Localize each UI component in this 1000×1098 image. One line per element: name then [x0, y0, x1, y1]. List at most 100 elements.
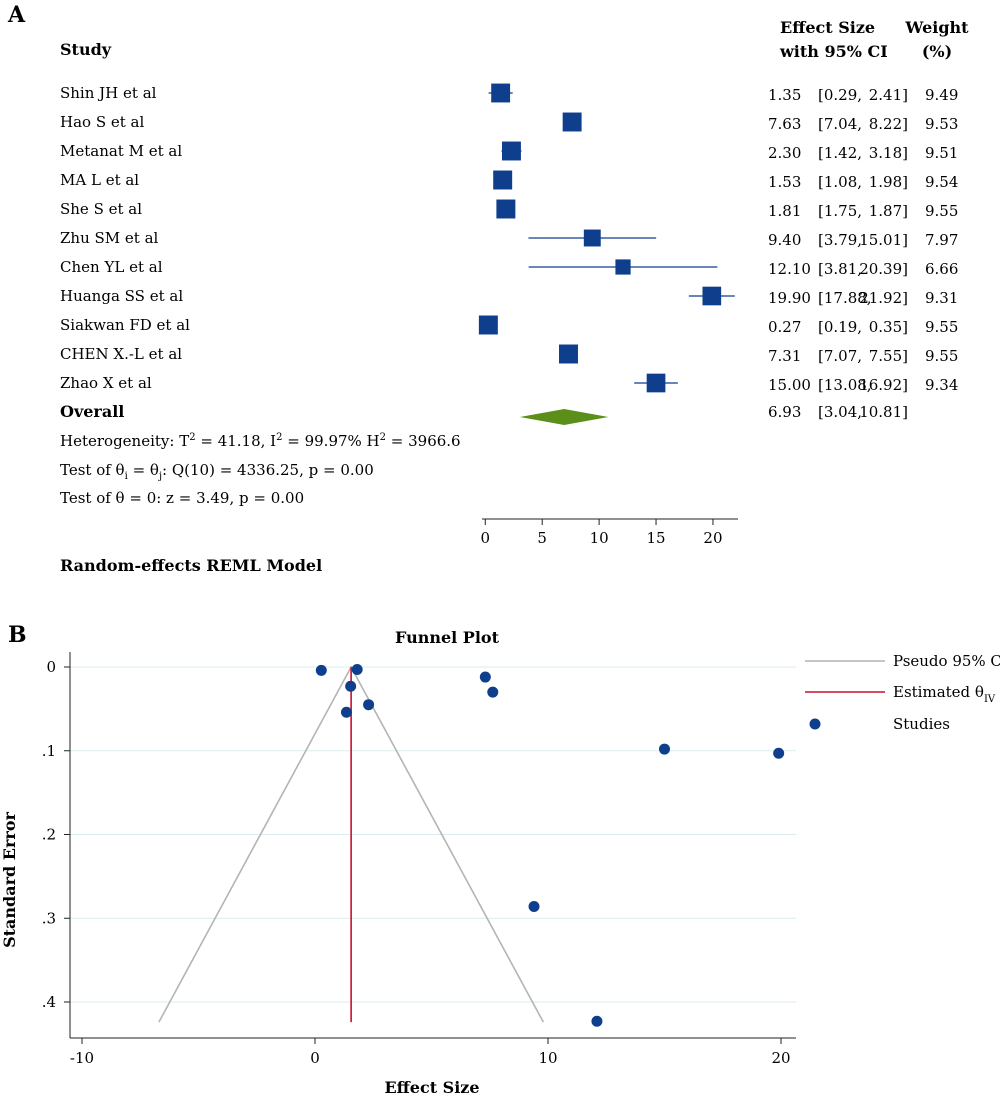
- test-theta-text: Test of θ = 0: z = 3.49, p = 0.00: [60, 489, 304, 507]
- study-marker: [478, 315, 498, 335]
- y-tick-label: .3: [42, 909, 56, 927]
- study-weight: 9.55: [925, 318, 958, 336]
- study-effect-size: 15.00: [768, 376, 811, 394]
- study-point: [591, 1015, 603, 1027]
- study-row: Siakwan FD et al 0.27 [0.19, 0.35] 9.55: [60, 316, 958, 336]
- study-weight: 6.66: [925, 260, 958, 278]
- study-ci-high: 7.55]: [869, 347, 908, 365]
- test-homogeneity-text: Test of θi = θj: Q(10) = 4336.25, p = 0.…: [60, 461, 374, 482]
- study-name: MA L et al: [60, 171, 139, 189]
- study-effect-size: 1.53: [768, 173, 801, 191]
- study-point: [340, 706, 352, 718]
- study-effect-size: 19.90: [768, 289, 811, 307]
- y-tick-label: 0: [46, 658, 56, 676]
- x-tick-label: 20: [771, 1049, 790, 1067]
- funnel-points: [315, 664, 785, 1027]
- y-tick-label: .4: [42, 993, 56, 1011]
- study-ci-high: 1.98]: [869, 173, 908, 191]
- study-row: Shin JH et al 1.35 [0.29, 2.41] 9.49: [60, 84, 958, 104]
- study-point: [487, 686, 499, 698]
- y-tick-label: .2: [42, 826, 56, 844]
- study-marker: [491, 83, 511, 103]
- forest-ticks: 0 5 10 15 20: [481, 519, 723, 547]
- heterogeneity-text: Heterogeneity: T2 = 41.18, I2 = 99.97% H…: [60, 432, 461, 450]
- forest-tick-label: 20: [703, 529, 722, 547]
- legend-estimate-label: Estimated θIV: [893, 683, 996, 705]
- panel-label-b: B: [8, 622, 27, 648]
- study-point: [345, 680, 357, 692]
- header-weight-pct: (%): [922, 42, 952, 61]
- study-marker: [583, 229, 601, 247]
- study-point: [479, 671, 491, 683]
- study-name: Shin JH et al: [60, 84, 157, 102]
- study-ci-high: 21.92]: [859, 289, 908, 307]
- study-name: She S et al: [60, 200, 142, 218]
- study-marker: [496, 199, 516, 219]
- study-effect-size: 2.30: [768, 144, 801, 162]
- forest-tick-label: 0: [481, 529, 491, 547]
- study-marker: [502, 141, 521, 161]
- study-name: CHEN X.-L et al: [60, 345, 182, 363]
- study-ci-low: [3.81,: [818, 260, 862, 278]
- forest-tick-label: 5: [537, 529, 547, 547]
- study-point: [363, 699, 375, 711]
- study-name: Zhu SM et al: [60, 229, 159, 247]
- model-label: Random-effects REML Model: [60, 556, 322, 575]
- forest-tick-label: 10: [590, 529, 609, 547]
- legend-ci-label: Pseudo 95% CI: [893, 652, 1000, 670]
- study-name: Metanat M et al: [60, 142, 182, 160]
- header-effect-size: Effect Size: [780, 18, 875, 37]
- study-row: Metanat M et al 2.30 [1.42, 3.18] 9.51: [60, 142, 958, 162]
- study-ci-low: [3.79,: [818, 231, 862, 249]
- study-weight: 9.49: [925, 86, 958, 104]
- study-point: [528, 901, 540, 913]
- study-ci-high: 3.18]: [869, 144, 908, 162]
- overall-effect-size: 6.93: [768, 403, 801, 421]
- study-ci-low: [0.29,: [818, 86, 862, 104]
- study-effect-size: 1.81: [768, 202, 801, 220]
- study-weight: 9.55: [925, 202, 958, 220]
- overall-label: Overall: [60, 402, 124, 421]
- study-ci-high: 0.35]: [869, 318, 908, 336]
- study-effect-size: 7.63: [768, 115, 801, 133]
- funnel-title: Funnel Plot: [395, 628, 500, 647]
- study-ci-high: 20.39]: [859, 260, 908, 278]
- study-row: Hao S et al 7.63 [7.04, 8.22] 9.53: [60, 113, 958, 133]
- study-point: [773, 747, 785, 759]
- study-ci-low: [17.88,: [818, 289, 872, 307]
- header-study: Study: [60, 40, 112, 59]
- overall-ci-low: [3.04,: [818, 403, 862, 421]
- legend-studies-swatch: [809, 718, 821, 730]
- study-weight: 9.54: [925, 173, 958, 191]
- study-row: CHEN X.-L et al 7.31 [7.07, 7.55] 9.55: [60, 345, 958, 365]
- study-ci-high: 8.22]: [869, 115, 908, 133]
- header-ci: with 95% CI: [779, 42, 888, 61]
- study-weight: 7.97: [925, 231, 958, 249]
- y-tick-label: .1: [42, 742, 56, 760]
- study-marker: [493, 170, 513, 190]
- study-ci-high: 1.87]: [869, 202, 908, 220]
- study-marker: [615, 259, 631, 275]
- legend-studies-label: Studies: [893, 715, 950, 733]
- study-name: Chen YL et al: [60, 258, 163, 276]
- study-ci-low: [0.19,: [818, 318, 862, 336]
- study-ci-low: [13.08,: [818, 376, 872, 394]
- study-weight: 9.55: [925, 347, 958, 365]
- study-name: Zhao X et al: [60, 374, 152, 392]
- study-ci-high: 16.92]: [859, 376, 908, 394]
- study-row: Zhu SM et al 9.40 [3.79,15.01] 7.97: [60, 229, 958, 249]
- funnel-y-label: Standard Error: [0, 812, 19, 948]
- study-ci-low: [7.04,: [818, 115, 862, 133]
- study-ci-high: 15.01]: [859, 231, 908, 249]
- study-ci-high: 2.41]: [869, 86, 908, 104]
- study-effect-size: 7.31: [768, 347, 801, 365]
- study-name: Siakwan FD et al: [60, 316, 190, 334]
- overall-diamond: [519, 409, 609, 425]
- funnel-ticks: 0 .1 .2 .3 .4 -10 0 10 20: [42, 658, 791, 1067]
- forest-tick-label: 15: [646, 529, 665, 547]
- study-weight: 9.53: [925, 115, 958, 133]
- study-ci-low: [7.07,: [818, 347, 862, 365]
- study-row: She S et al 1.81 [1.75, 1.87] 9.55: [60, 200, 958, 220]
- study-point: [659, 743, 670, 755]
